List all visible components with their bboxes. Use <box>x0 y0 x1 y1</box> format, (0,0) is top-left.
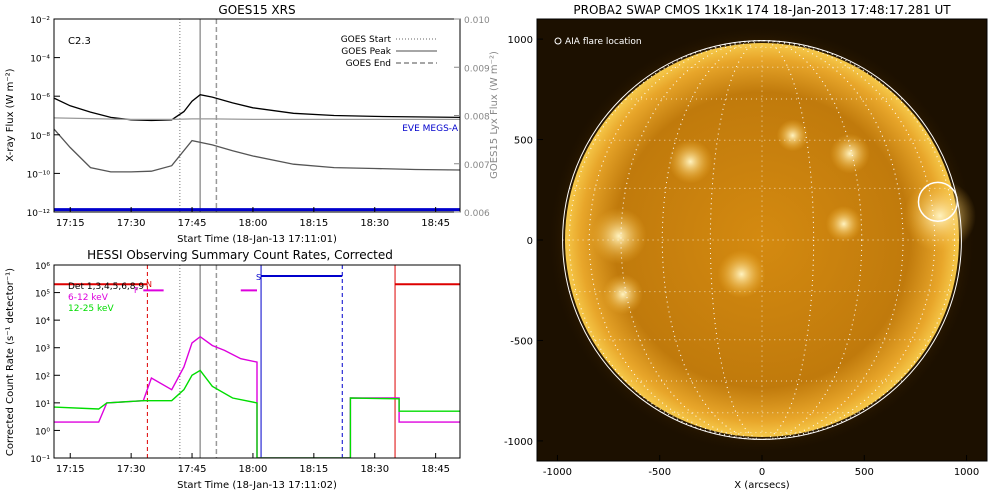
hessi-ytick-label-4: 10³ <box>35 345 50 355</box>
hessi-title: HESSI Observing Summary Count Rates, Cor… <box>87 248 393 262</box>
goes-class-label: C2.3 <box>68 36 91 47</box>
active-region-3 <box>829 133 870 174</box>
goes-series-line-1 <box>54 128 460 173</box>
goes-y2tick-label-4: 0.010 <box>464 16 490 26</box>
goes-plot-frame <box>53 18 461 213</box>
legend-entry-goes-end: GOES End <box>346 59 391 69</box>
goes-ytick-label-5: 10⁻² <box>30 16 50 26</box>
goes-ytick-label-0: 10⁻¹² <box>27 209 51 219</box>
hessi-ylabel: Corrected Count Rate (s⁻¹ detector⁻¹) <box>5 268 16 456</box>
swap-xtick-label-4: 1000 <box>954 467 979 478</box>
hessi-xtick-label-2: 17:45 <box>178 464 207 475</box>
goes-ytick-label-1: 10⁻¹⁰ <box>27 170 51 180</box>
goes-panel: GOES15 XRS 17:15 17:30 17:45 18:00 18:15 18:3… <box>5 3 500 245</box>
grid-longitude-10 <box>568 40 956 440</box>
active-region-0 <box>590 207 647 264</box>
swap-xlabel: X (arcsecs) <box>734 480 790 491</box>
hessi-xtick-label-3: 18:00 <box>239 464 268 475</box>
active-region-4 <box>903 179 976 252</box>
active-region-1 <box>668 139 713 184</box>
goes-series-line-0 <box>54 94 460 122</box>
goes-ylabel: X-ray Flux (W m⁻²) <box>5 68 16 161</box>
swap-ytick-label-1: -500 <box>510 336 533 347</box>
goes-xlabel: Start Time (18-Jan-13 17:11:01) <box>177 234 337 245</box>
grid-longitude-8 <box>620 40 904 440</box>
hessi-ytick-label-3: 10² <box>35 372 50 382</box>
goes-xtick-label-0: 17:15 <box>56 218 85 229</box>
aia-marker-icon <box>554 37 562 45</box>
hessi-xtick-label-5: 18:30 <box>360 464 389 475</box>
hessi-series-line-1 <box>54 369 460 458</box>
active-region-5 <box>825 205 862 242</box>
goes-xtick-label-4: 18:15 <box>299 218 328 229</box>
goes-y2tick-label-2: 0.008 <box>464 113 490 123</box>
hessi-xtick-label-4: 18:15 <box>299 464 328 475</box>
legend-entry-goes-start: GOES Start <box>341 35 392 45</box>
hessi-ytick-label-2: 10¹ <box>35 400 50 410</box>
legend-entry-detectors: Det 1,3,4,5,6,8,9 <box>68 282 144 292</box>
hessi-ytick-label-0: 10⁻¹ <box>30 455 50 465</box>
goes-y2tick-label-3: 0.009 <box>464 64 490 74</box>
swap-xtick-label-2: 0 <box>759 467 765 478</box>
flag-label-s: S <box>256 273 261 282</box>
hessi-xtick-label-1: 17:30 <box>117 464 146 475</box>
goes-ytick-label-2: 10⁻⁸ <box>30 132 50 142</box>
goes-title: GOES15 XRS <box>218 3 295 17</box>
legend-entry-6-12kev: 6-12 keV <box>68 293 109 303</box>
aia-annotation: AIA flare location <box>565 37 642 47</box>
swap-xtick-label-0: -1000 <box>543 467 572 478</box>
hessi-ytick-label-7: 10⁶ <box>35 262 50 272</box>
goes-y2label: GOES15 Lyx Flux (W m⁻²) <box>489 51 500 179</box>
active-region-2 <box>717 250 766 299</box>
flag-label-n: N <box>146 280 152 289</box>
goes-xtick-label-2: 17:45 <box>178 218 207 229</box>
legend-entry-goes-peak: GOES Peak <box>341 47 391 57</box>
goes-ytick-label-4: 10⁻⁴ <box>30 55 50 65</box>
goes-xtick-label-1: 17:30 <box>117 218 146 229</box>
legend-entry-12-25kev: 12-25 keV <box>68 304 114 314</box>
grid-longitude-9 <box>588 40 936 440</box>
swap-ytick-label-4: 1000 <box>508 35 533 46</box>
goes-ytick-label-3: 10⁻⁶ <box>30 93 50 103</box>
goes-xtick-label-3: 18:00 <box>239 218 268 229</box>
active-region-7 <box>776 119 809 152</box>
swap-xtick-label-3: 500 <box>855 467 874 478</box>
flag-label-f: F <box>134 286 139 295</box>
swap-ytick-label-3: 500 <box>514 136 533 147</box>
goes-y2tick-label-0: 0.006 <box>464 209 490 219</box>
goes-legend: GOES Start GOES Peak GOES End <box>341 35 437 69</box>
goes-y2tick-label-1: 0.007 <box>464 161 490 171</box>
hessi-ytick-label-6: 10⁵ <box>35 290 50 300</box>
hessi-xtick-label-6: 18:45 <box>421 464 450 475</box>
hessi-plot-frame <box>53 264 461 459</box>
grid-longitude-6 <box>709 40 815 440</box>
goes-xtick-label-5: 18:30 <box>360 218 389 229</box>
goes-xtick-label-6: 18:45 <box>421 218 450 229</box>
swap-ytick-label-2: 0 <box>527 236 533 247</box>
swap-ytick-label-0: -1000 <box>504 437 533 448</box>
swap-xtick-label-1: -500 <box>648 467 671 478</box>
flare-location-circle <box>917 181 959 223</box>
solar-limb-circle <box>562 40 962 440</box>
grid-longitude-7 <box>661 40 863 440</box>
hessi-xlabel: Start Time (18-Jan-13 17:11:02) <box>177 480 337 491</box>
hessi-ytick-label-1: 10⁰ <box>35 427 50 437</box>
swap-panel: PROBA2 SWAP CMOS 1Kx1K 174 18-Jan-2013 1… <box>504 3 988 491</box>
hessi-xtick-label-0: 17:15 <box>56 464 85 475</box>
eve-megs-label: EVE MEGS-A <box>402 124 459 134</box>
hessi-legend: Det 1,3,4,5,6,8,9 6-12 keV 12-25 keV <box>68 282 144 314</box>
swap-title: PROBA2 SWAP CMOS 1Kx1K 174 18-Jan-2013 1… <box>573 3 951 17</box>
goes-series-line-2 <box>54 117 460 121</box>
hessi-panel: HESSI Observing Summary Count Rates, Cor… <box>5 248 461 491</box>
active-region-6 <box>602 274 643 315</box>
hessi-ytick-label-5: 10⁴ <box>35 317 50 327</box>
